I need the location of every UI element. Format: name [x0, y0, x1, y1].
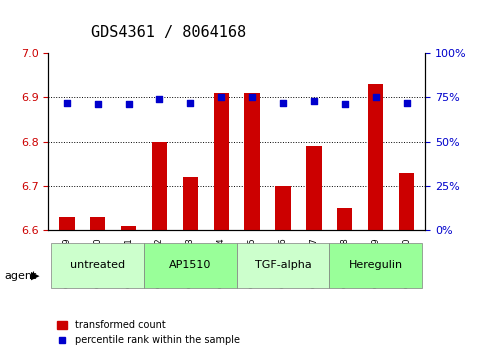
Text: AP1510: AP1510 [169, 261, 212, 270]
Point [217, 95, 225, 100]
Text: ▶: ▶ [31, 271, 40, 281]
Point [186, 100, 194, 105]
Text: GSM554580: GSM554580 [93, 231, 102, 286]
Text: GDS4361 / 8064168: GDS4361 / 8064168 [91, 25, 247, 40]
Text: GSM554581: GSM554581 [124, 231, 133, 286]
Bar [399, 172, 414, 230]
Bar [337, 208, 353, 230]
Point [372, 95, 380, 100]
FancyBboxPatch shape [51, 243, 144, 288]
Text: GSM554583: GSM554583 [186, 231, 195, 286]
Point [125, 102, 132, 107]
Text: GSM554588: GSM554588 [340, 231, 349, 286]
Text: GSM554582: GSM554582 [155, 231, 164, 285]
Text: TGF-alpha: TGF-alpha [255, 261, 312, 270]
Point [94, 102, 101, 107]
Text: GSM554589: GSM554589 [371, 231, 380, 286]
Bar [368, 84, 384, 230]
Bar [183, 177, 198, 230]
Point [63, 100, 71, 105]
Bar [275, 186, 291, 230]
Bar [59, 217, 74, 230]
Text: GSM554584: GSM554584 [217, 231, 226, 285]
FancyBboxPatch shape [329, 243, 422, 288]
FancyBboxPatch shape [144, 243, 237, 288]
Bar [152, 142, 167, 230]
Bar [244, 93, 260, 230]
Text: GSM554586: GSM554586 [279, 231, 287, 286]
Text: GSM554585: GSM554585 [248, 231, 256, 286]
Point [310, 98, 318, 104]
Text: GSM554579: GSM554579 [62, 231, 71, 286]
Point [403, 100, 411, 105]
Point [156, 96, 163, 102]
Bar [213, 93, 229, 230]
FancyBboxPatch shape [237, 243, 329, 288]
Point [248, 95, 256, 100]
Text: untreated: untreated [70, 261, 125, 270]
Text: agent: agent [5, 271, 37, 281]
Point [341, 102, 349, 107]
Bar [306, 146, 322, 230]
Text: Heregulin: Heregulin [349, 261, 403, 270]
Point [279, 100, 287, 105]
Text: GSM554587: GSM554587 [310, 231, 318, 286]
Legend: transformed count, percentile rank within the sample: transformed count, percentile rank withi… [53, 316, 243, 349]
Bar [90, 217, 105, 230]
Bar [121, 225, 136, 230]
Text: GSM554590: GSM554590 [402, 231, 411, 286]
